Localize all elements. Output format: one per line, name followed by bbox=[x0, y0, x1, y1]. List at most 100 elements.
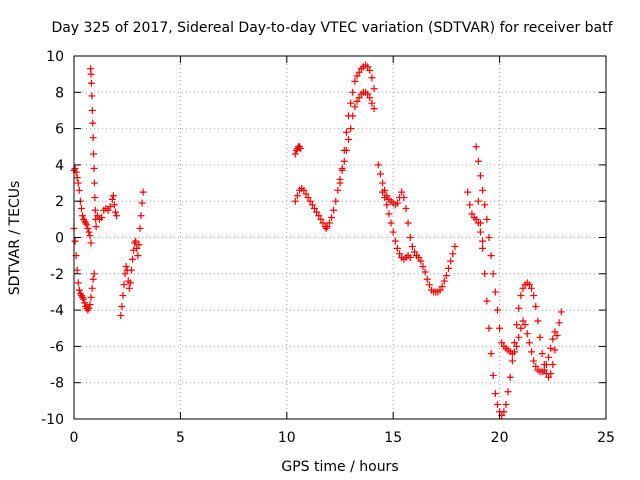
data-point bbox=[332, 197, 340, 205]
data-point bbox=[406, 234, 414, 241]
y-tick-label: -2 bbox=[50, 267, 64, 283]
data-point bbox=[347, 99, 355, 107]
data-point bbox=[481, 270, 489, 278]
data-point bbox=[364, 90, 372, 98]
data-point bbox=[91, 206, 99, 214]
data-point bbox=[466, 201, 474, 209]
data-point bbox=[481, 201, 489, 209]
data-point bbox=[106, 203, 114, 211]
y-axis-label: SDTVAR / TECUs bbox=[7, 181, 23, 296]
data-point bbox=[472, 215, 480, 223]
data-point bbox=[91, 194, 99, 202]
data-point bbox=[327, 214, 335, 222]
data-point bbox=[532, 362, 540, 370]
data-point bbox=[489, 371, 497, 379]
x-tick-label: 5 bbox=[176, 430, 185, 446]
data-point bbox=[370, 85, 378, 93]
data-point bbox=[532, 302, 540, 310]
data-point bbox=[90, 270, 98, 278]
data-point bbox=[90, 165, 98, 173]
series-track-2 bbox=[70, 224, 98, 314]
data-point bbox=[545, 373, 553, 381]
data-point bbox=[342, 128, 350, 136]
data-point bbox=[436, 286, 444, 294]
data-point bbox=[319, 219, 327, 227]
data-point bbox=[479, 186, 487, 194]
series-track-9 bbox=[379, 188, 414, 263]
data-point bbox=[89, 119, 97, 127]
data-point bbox=[504, 388, 512, 396]
data-point bbox=[81, 299, 89, 307]
data-point bbox=[472, 143, 480, 151]
y-tick-label: 8 bbox=[55, 85, 64, 101]
data-point bbox=[517, 292, 525, 300]
data-point bbox=[549, 335, 557, 343]
data-point bbox=[530, 357, 538, 365]
data-point bbox=[551, 328, 559, 336]
data-point bbox=[393, 244, 401, 252]
data-point bbox=[419, 263, 427, 271]
data-point bbox=[87, 293, 95, 301]
series-track-7 bbox=[336, 61, 378, 187]
data-point bbox=[389, 228, 397, 236]
data-point bbox=[126, 279, 134, 287]
data-point bbox=[117, 312, 125, 320]
data-point bbox=[485, 324, 493, 332]
data-point bbox=[138, 199, 146, 207]
data-point bbox=[517, 324, 525, 332]
data-point bbox=[368, 74, 376, 82]
data-point bbox=[498, 339, 506, 347]
chart-title: Day 325 of 2017, Sidereal Day-to-day VTE… bbox=[51, 20, 613, 36]
data-point bbox=[396, 250, 404, 258]
x-tick-label: 20 bbox=[491, 430, 509, 446]
y-tick-labels: -10 -8 -6 -4 -2 0 2 4 6 8 10 bbox=[41, 49, 64, 428]
data-point bbox=[351, 103, 359, 111]
data-point bbox=[379, 179, 387, 187]
data-point bbox=[500, 408, 508, 416]
grid-lines bbox=[74, 56, 606, 419]
data-point bbox=[317, 215, 325, 223]
data-point bbox=[536, 333, 544, 341]
data-point bbox=[127, 266, 135, 274]
data-point bbox=[502, 400, 510, 408]
data-point bbox=[349, 88, 357, 96]
data-point bbox=[92, 223, 100, 231]
data-point bbox=[364, 63, 372, 71]
x-tick-label: 15 bbox=[384, 430, 402, 446]
data-point bbox=[549, 361, 557, 369]
data-point bbox=[113, 212, 121, 220]
series-track-11 bbox=[472, 143, 559, 376]
data-point bbox=[423, 275, 431, 283]
data-point bbox=[137, 212, 145, 220]
data-point bbox=[368, 99, 376, 107]
data-point bbox=[521, 321, 529, 329]
data-point bbox=[330, 206, 338, 214]
data-point bbox=[89, 134, 97, 142]
data-point bbox=[523, 330, 531, 338]
data-point bbox=[88, 106, 96, 114]
data-point bbox=[547, 344, 555, 352]
data-point bbox=[87, 79, 95, 87]
data-point bbox=[129, 255, 137, 263]
data-point bbox=[451, 243, 459, 251]
data-point bbox=[468, 210, 476, 218]
data-point bbox=[291, 150, 299, 158]
data-point bbox=[445, 264, 453, 272]
data-point bbox=[139, 188, 147, 196]
data-point bbox=[519, 284, 527, 292]
data-point bbox=[74, 279, 82, 287]
data-point bbox=[340, 146, 348, 154]
data-point bbox=[87, 239, 95, 247]
data-point bbox=[80, 295, 88, 303]
data-point bbox=[366, 94, 374, 102]
data-point bbox=[376, 170, 384, 178]
data-point bbox=[534, 317, 542, 325]
data-point bbox=[353, 72, 361, 80]
data-point bbox=[351, 77, 359, 85]
data-point bbox=[487, 350, 495, 358]
data-point bbox=[347, 125, 355, 133]
data-point bbox=[515, 333, 523, 341]
data-point bbox=[493, 306, 501, 314]
data-point bbox=[88, 92, 96, 100]
